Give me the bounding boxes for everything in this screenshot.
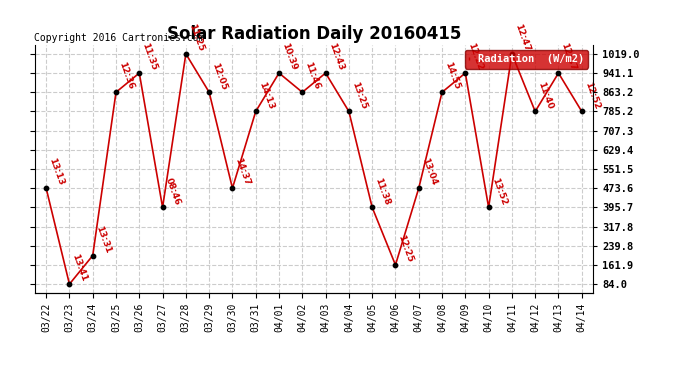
Point — [180, 51, 191, 57]
Text: 11:25: 11:25 — [187, 22, 206, 53]
Text: 08:46: 08:46 — [164, 176, 182, 206]
Point — [530, 108, 541, 114]
Text: Copyright 2016 Cartronics.com: Copyright 2016 Cartronics.com — [34, 33, 205, 42]
Point — [437, 89, 448, 95]
Point — [64, 281, 75, 287]
Text: 13:41: 13:41 — [70, 253, 89, 283]
Point — [390, 262, 401, 268]
Point — [110, 89, 121, 95]
Text: 14:13: 14:13 — [257, 80, 275, 110]
Text: 11:35: 11:35 — [141, 42, 159, 72]
Point — [134, 70, 145, 76]
Point — [157, 204, 168, 210]
Point — [344, 108, 355, 114]
Point — [576, 108, 587, 114]
Point — [87, 252, 98, 258]
Text: 12:52: 12:52 — [583, 80, 601, 110]
Text: 12:43: 12:43 — [327, 42, 345, 72]
Text: 13:25: 13:25 — [350, 80, 368, 110]
Title: Solar Radiation Daily 20160415: Solar Radiation Daily 20160415 — [167, 26, 461, 44]
Text: 11:40: 11:40 — [536, 80, 555, 110]
Point — [320, 70, 331, 76]
Point — [483, 204, 494, 210]
Point — [366, 204, 377, 210]
Text: 14:37: 14:37 — [234, 157, 252, 187]
Text: 12:25: 12:25 — [397, 234, 415, 264]
Text: 12:47: 12:47 — [513, 22, 531, 53]
Text: 13:52: 13:52 — [490, 176, 508, 206]
Text: 10:39: 10:39 — [280, 42, 299, 72]
Point — [506, 51, 518, 57]
Text: 12:36: 12:36 — [117, 61, 135, 91]
Text: 14:55: 14:55 — [443, 61, 462, 91]
Text: 13:31: 13:31 — [94, 224, 112, 254]
Text: 11:38: 11:38 — [373, 176, 392, 206]
Point — [460, 70, 471, 76]
Text: 11:46: 11:46 — [304, 61, 322, 91]
Text: 13:04: 13:04 — [420, 157, 438, 187]
Point — [41, 185, 52, 191]
Point — [204, 89, 215, 95]
Point — [413, 185, 424, 191]
Text: 13:13: 13:13 — [48, 157, 66, 187]
Point — [297, 89, 308, 95]
Text: 12:22: 12:22 — [466, 42, 485, 72]
Legend: Radiation  (W/m2): Radiation (W/m2) — [465, 50, 588, 69]
Text: 12:47: 12:47 — [560, 42, 578, 72]
Text: 12:05: 12:05 — [210, 61, 228, 91]
Point — [273, 70, 284, 76]
Point — [227, 185, 238, 191]
Point — [553, 70, 564, 76]
Point — [250, 108, 262, 114]
